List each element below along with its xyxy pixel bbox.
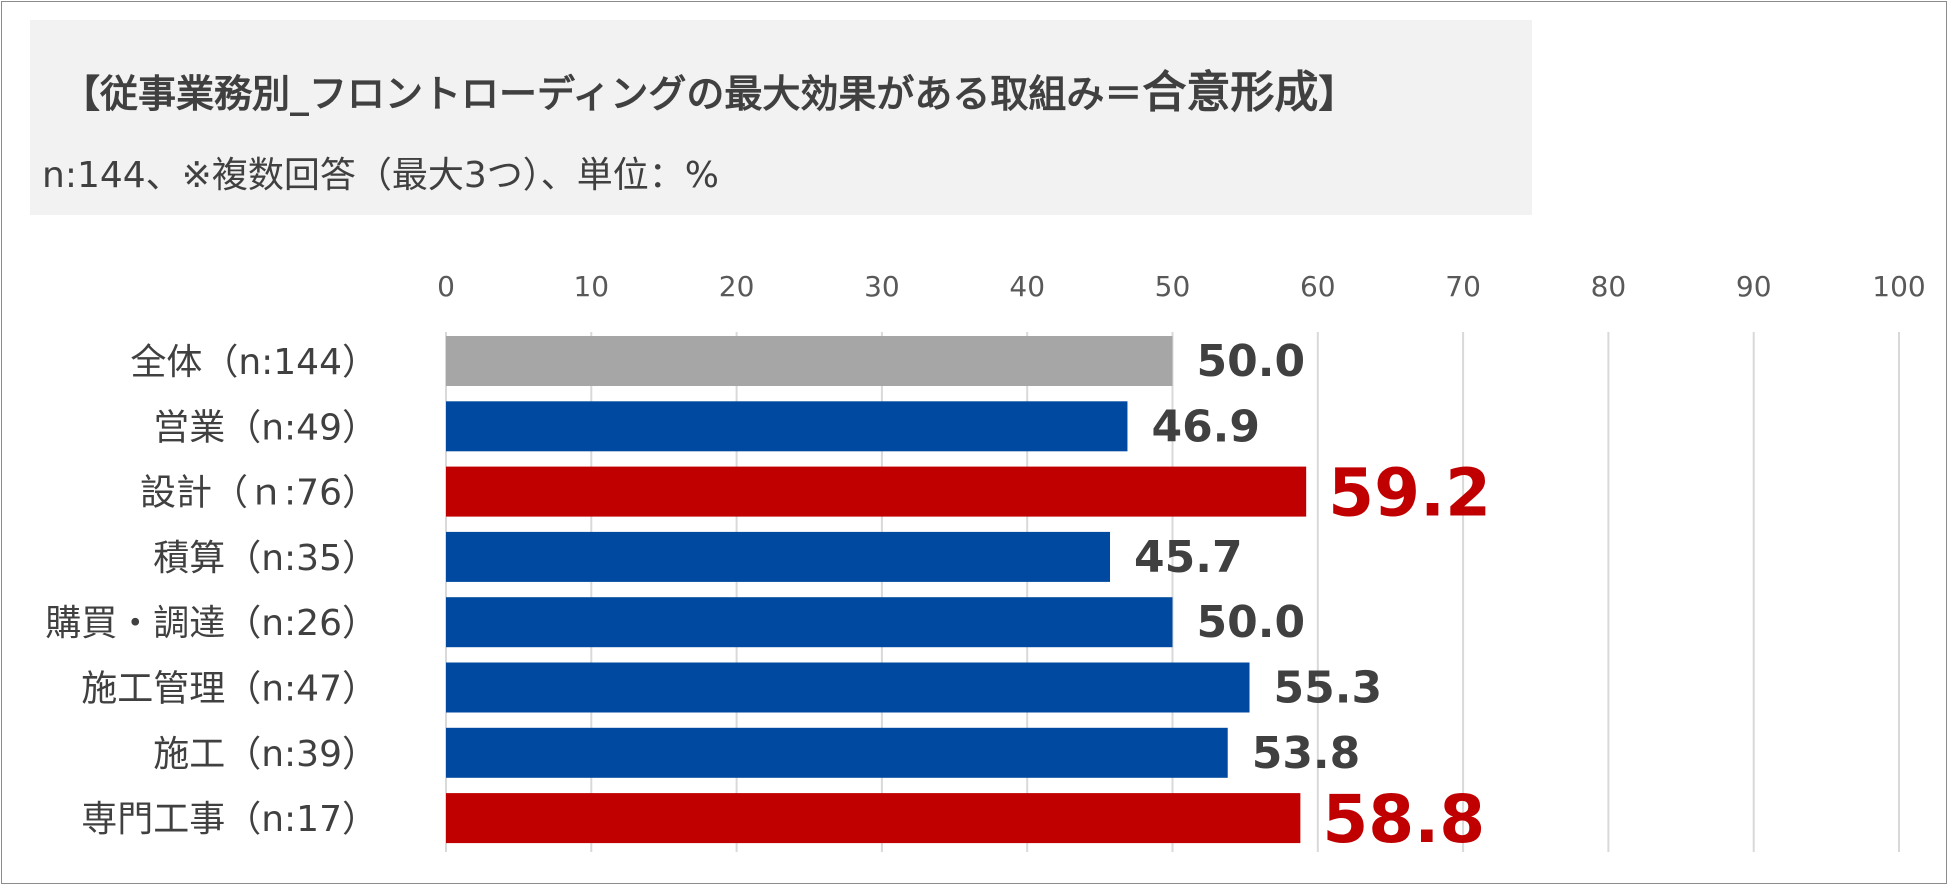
x-tick-label-10: 10 xyxy=(573,270,609,303)
x-tick-label-0: 0 xyxy=(437,270,455,303)
title-panel xyxy=(30,20,1532,215)
bar-6 xyxy=(446,727,1228,778)
x-tick-label-20: 20 xyxy=(719,270,755,303)
bar-2 xyxy=(446,466,1307,517)
category-label-5: 施工管理（n:47） xyxy=(81,669,378,710)
bar-1 xyxy=(446,401,1128,452)
value-label-3: 45.7 xyxy=(1134,532,1243,583)
x-tick-label-50: 50 xyxy=(1155,270,1191,303)
x-tick-label-80: 80 xyxy=(1591,270,1627,303)
value-label-2: 59.2 xyxy=(1328,455,1491,532)
x-tick-label-70: 70 xyxy=(1445,270,1481,303)
bars xyxy=(446,336,1307,844)
category-label-1: 営業（n:49） xyxy=(153,407,378,448)
category-label-6: 施工（n:39） xyxy=(153,734,378,775)
value-label-7: 58.8 xyxy=(1322,781,1485,858)
bar-7 xyxy=(446,793,1301,844)
chart-title-close: 】 xyxy=(1318,72,1357,116)
x-axis-ticks: 0 10 20 30 40 50 60 70 80 90 100 xyxy=(437,270,1926,303)
category-label-2: 設計（ｎ:76） xyxy=(140,473,378,514)
category-labels: 全体（n:144） 営業（n:49） 設計（ｎ:76） 積算（n:35） 購買・調達（n… xyxy=(45,342,378,840)
value-label-1: 46.9 xyxy=(1151,401,1260,452)
value-label-6: 53.8 xyxy=(1252,728,1361,779)
chart-title-main: 【従事業務別_フロントローディングの最大効果がある取組み＝ xyxy=(62,72,1143,116)
bar-4 xyxy=(446,597,1173,648)
bar-3 xyxy=(446,531,1111,582)
category-label-7: 専門工事（n:17） xyxy=(81,799,378,840)
x-tick-label-60: 60 xyxy=(1300,270,1336,303)
category-label-3: 積算（n:35） xyxy=(153,538,378,579)
value-label-0: 50.0 xyxy=(1197,336,1306,387)
category-label-0: 全体（n:144） xyxy=(130,342,378,383)
value-label-5: 55.3 xyxy=(1274,663,1383,714)
chart-title: 【従事業務別_フロントローディングの最大効果がある取組み＝合意形成】 xyxy=(62,56,1356,120)
category-label-4: 購買・調達（n:26） xyxy=(45,603,378,644)
value-labels: 50.0 46.9 59.2 45.7 50.0 55.3 53.858.8 xyxy=(1134,336,1491,858)
x-tick-label-100: 100 xyxy=(1872,270,1925,303)
x-tick-label-40: 40 xyxy=(1009,270,1045,303)
value-label-4: 50.0 xyxy=(1197,597,1306,648)
chart-subtitle: n:144、※複数回答（最大3つ）、単位：% xyxy=(42,155,719,196)
bar-5 xyxy=(446,662,1250,713)
x-tick-label-90: 90 xyxy=(1736,270,1772,303)
x-tick-label-30: 30 xyxy=(864,270,900,303)
chart-title-emphasis: 合意形成 xyxy=(1142,67,1319,118)
bar-0 xyxy=(446,336,1173,386)
